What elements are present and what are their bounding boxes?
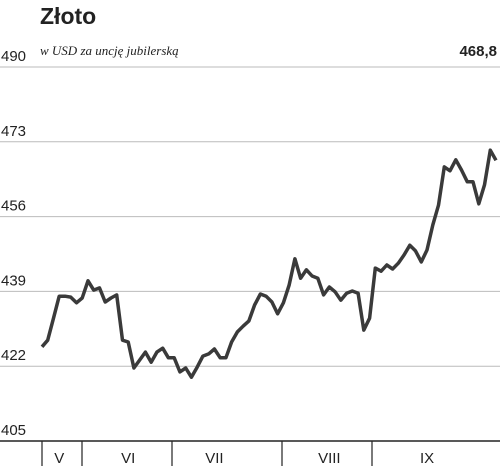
x-tick-label: VIII bbox=[318, 450, 341, 467]
y-tick-label: 405 bbox=[1, 422, 26, 439]
y-tick-label: 422 bbox=[1, 347, 26, 364]
chart-title: Złoto bbox=[40, 3, 96, 29]
y-tick-label: 439 bbox=[1, 272, 26, 289]
y-tick-label: 456 bbox=[1, 198, 26, 215]
y-tick-label: 473 bbox=[1, 123, 26, 140]
chart-subtitle: w USD za uncję jubilerską bbox=[40, 43, 179, 58]
y-tick-label: 490 bbox=[1, 48, 26, 65]
x-tick-label: VI bbox=[121, 450, 135, 467]
x-tick-label: V bbox=[54, 450, 64, 467]
value-label: 468,8 bbox=[459, 43, 497, 60]
x-tick-label: IX bbox=[420, 450, 434, 467]
month-separators bbox=[41, 441, 373, 466]
x-tick-label: VII bbox=[205, 450, 223, 467]
price-line bbox=[40, 148, 498, 379]
